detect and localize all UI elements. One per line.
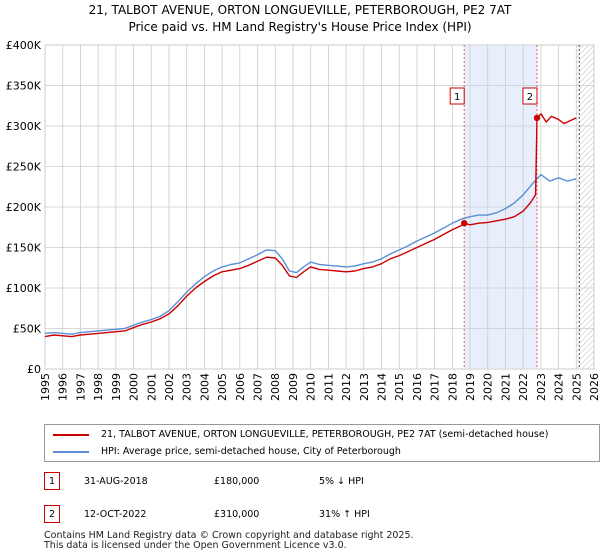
x-tick-label: 1998 <box>92 373 105 401</box>
x-tick-label: 2022 <box>517 373 530 401</box>
x-tick-label: 2009 <box>287 373 300 401</box>
y-tick-label: £50K <box>13 323 42 336</box>
transaction-marker-box <box>522 87 538 105</box>
x-tick-label: 2006 <box>234 373 247 401</box>
transaction-marker-label: 1 <box>454 92 460 103</box>
transaction-hpi-comparison: 31% ↑ HPI <box>319 509 370 520</box>
footer-copyright: Contains HM Land Registry data © Crown c… <box>44 530 414 541</box>
transaction-hpi-comparison: 5% ↓ HPI <box>319 476 364 487</box>
y-tick-label: £350K <box>6 80 42 93</box>
transaction-date: 31-AUG-2018 <box>84 476 148 487</box>
y-tick-label: £150K <box>6 242 42 255</box>
x-tick-label: 2008 <box>269 373 282 401</box>
x-tick-label: 2024 <box>553 373 566 401</box>
chart-title: 21, TALBOT AVENUE, ORTON LONGUEVILLE, PE… <box>0 2 600 36</box>
x-tick-label: 2014 <box>375 373 388 401</box>
transaction-marker-label: 2 <box>527 92 533 103</box>
x-tick-label: 2007 <box>252 373 265 401</box>
x-tick-label: 2010 <box>305 373 318 401</box>
transaction-price: £310,000 <box>214 509 260 520</box>
y-tick-label: £400K <box>6 39 42 52</box>
x-tick-label: 1997 <box>74 373 87 401</box>
property-price-line <box>44 113 577 338</box>
y-tick-label: £100K <box>6 282 42 295</box>
x-tick-label: 2019 <box>464 373 477 401</box>
legend-hpi-line-swatch <box>53 451 89 453</box>
x-tick-label: 2021 <box>499 373 512 401</box>
footer: Contains HM Land Registry data © Crown c… <box>44 531 414 551</box>
y-tick-label: £200K <box>6 201 42 214</box>
x-tick-label: 2025 <box>570 373 583 401</box>
x-tick-label: 2013 <box>358 373 371 401</box>
legend-hpi-label: HPI: Average price, semi-detached house,… <box>101 446 401 457</box>
transaction-point <box>533 114 541 122</box>
x-tick-label: 2020 <box>482 373 495 401</box>
x-tick-label: 2018 <box>446 373 459 401</box>
x-tick-label: 2017 <box>429 373 442 401</box>
x-tick-label: 2016 <box>411 373 424 401</box>
transaction-number-badge: 1 <box>44 472 60 490</box>
chart-title-line-1: 21, TALBOT AVENUE, ORTON LONGUEVILLE, PE… <box>88 3 512 17</box>
legend: 21, TALBOT AVENUE, ORTON LONGUEVILLE, PE… <box>44 424 600 462</box>
x-tick-label: 2015 <box>393 373 406 401</box>
transaction-point <box>460 220 468 227</box>
x-tick-label: 2012 <box>340 373 353 401</box>
legend-property-line-swatch <box>53 434 89 436</box>
x-tick-label: 2005 <box>216 373 229 401</box>
transaction-price: £180,000 <box>214 476 260 487</box>
y-tick-label: £250K <box>6 161 42 174</box>
x-tick-label: 2023 <box>535 373 548 401</box>
x-tick-label: 2000 <box>128 373 141 401</box>
x-tick-label: 2011 <box>322 373 335 401</box>
x-tick-label: 2026 <box>588 373 600 401</box>
x-tick-label: 2004 <box>198 373 211 401</box>
x-tick-label: 2002 <box>163 373 176 401</box>
transaction-number-badge: 2 <box>44 505 60 523</box>
x-tick-label: 2001 <box>145 373 158 401</box>
x-tick-label: 2003 <box>181 373 194 401</box>
y-tick-label: £300K <box>6 120 42 133</box>
y-tick-label: £0 <box>27 363 41 376</box>
x-tick-label: 1996 <box>57 373 70 401</box>
footer-licence: This data is licensed under the Open Gov… <box>44 540 347 551</box>
hpi-line <box>44 173 577 335</box>
chart-title-line-2: Price paid vs. HM Land Registry's House … <box>128 20 472 34</box>
transaction-marker-box <box>449 87 465 105</box>
x-tick-label: 1999 <box>110 373 123 401</box>
price-chart: 1 2 £0 £50K £100K £150K £200K £250K £300K £350K £… <box>6 39 600 401</box>
legend-property-label: 21, TALBOT AVENUE, ORTON LONGUEVILLE, PE… <box>101 429 549 440</box>
x-tick-label: 1995 <box>39 373 52 401</box>
transaction-date: 12-OCT-2022 <box>84 509 147 520</box>
